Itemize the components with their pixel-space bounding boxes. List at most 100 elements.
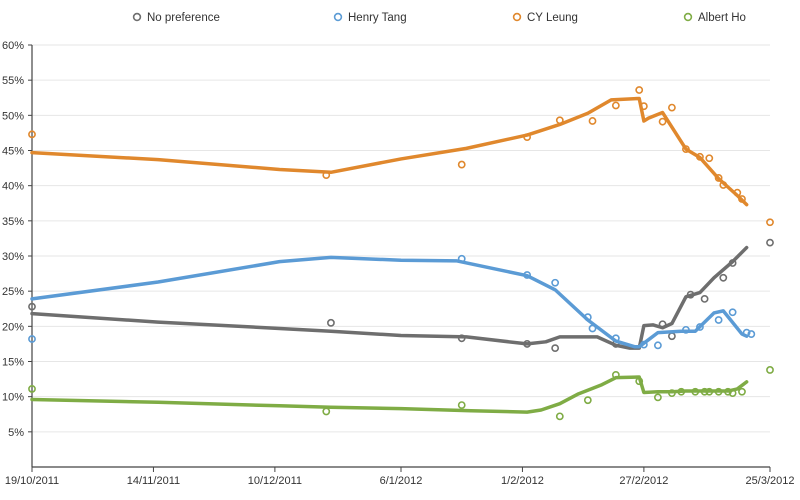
x-tick-label: 14/11/2011: [127, 475, 180, 487]
data-point: [733, 188, 742, 197]
series-line-cy-leung: [30, 96, 749, 207]
data-point: [457, 401, 466, 410]
data-point: [588, 117, 597, 125]
data-point: [719, 273, 728, 282]
data-point: [668, 389, 676, 398]
data-point: [588, 324, 597, 333]
data-point: [635, 377, 644, 386]
x-tick-label: 6/1/2012: [380, 475, 423, 487]
y-tick-label: 20%: [2, 321, 24, 333]
series-points-henry-tang: [28, 254, 756, 350]
x-tick-label: 27/2/2012: [619, 475, 668, 487]
y-tick-label: 55%: [2, 75, 24, 87]
y-tick-label: 60%: [2, 40, 24, 52]
legend-item-no-preference: No preference: [132, 12, 220, 24]
data-point: [28, 385, 36, 393]
data-point: [457, 254, 466, 263]
y-axis-labels: 5% 10% 15% 20% 25% 30% 35% 40% 45% 50% 55% 60%: [2, 40, 24, 439]
data-point: [682, 325, 690, 334]
series-line-no-preference: [30, 245, 749, 350]
data-point: [523, 340, 532, 348]
legend-marker-cy-leung: [512, 12, 522, 22]
legend-item-cy-leung: CY Leung: [512, 12, 578, 24]
legend-label: CY Leung: [527, 12, 578, 24]
legend-marker-no-preference: [132, 12, 142, 22]
data-point: [523, 271, 532, 279]
y-tick-label: 35%: [2, 216, 24, 228]
y-tick-label: 50%: [2, 110, 24, 122]
data-point: [714, 316, 723, 324]
legend-item-henry-tang: Henry Tang: [333, 12, 407, 24]
data-point: [639, 102, 648, 111]
data-point: [700, 387, 709, 396]
data-point: [28, 335, 36, 343]
data-point: [766, 218, 774, 227]
data-point: [696, 323, 704, 331]
data-point: [551, 344, 560, 353]
data-point: [658, 117, 667, 126]
data-point: [686, 290, 695, 299]
series-line-henry-tang: [30, 255, 749, 349]
data-point: [551, 278, 560, 287]
y-tick-label: 5%: [8, 427, 24, 439]
legend: No preference Henry Tang CY Leung Albert Ho: [132, 12, 746, 24]
legend-label: Albert Ho: [698, 12, 746, 24]
data-point: [668, 103, 676, 112]
data-point: [653, 341, 662, 350]
series-points-no-preference: [28, 238, 774, 353]
legend-label: No preference: [147, 12, 220, 24]
data-point: [724, 387, 732, 396]
data-point: [28, 130, 36, 139]
data-point: [523, 133, 532, 142]
data-point: [738, 195, 746, 203]
series-points-cy-leung: [28, 86, 774, 227]
data-point: [668, 332, 676, 341]
data-point: [611, 101, 620, 110]
data-point: [714, 387, 723, 396]
y-tick-label: 40%: [2, 181, 24, 193]
data-point: [700, 295, 709, 303]
data-point: [766, 366, 774, 374]
series-line-albert-ho: [30, 375, 749, 414]
data-point: [555, 116, 564, 125]
gridlines: [32, 44, 770, 433]
data-point: [457, 334, 466, 343]
data-point: [719, 181, 728, 189]
data-point: [639, 340, 648, 349]
data-point: [653, 393, 662, 402]
data-point: [457, 160, 466, 169]
data-point: [728, 389, 737, 398]
data-point: [611, 370, 620, 379]
y-tick-label: 45%: [2, 146, 24, 158]
y-tick-label: 25%: [2, 286, 24, 298]
data-point: [714, 174, 723, 182]
data-point: [728, 259, 737, 267]
data-point: [705, 387, 714, 396]
data-point: [28, 302, 36, 311]
data-point: [555, 412, 564, 421]
data-point: [696, 152, 704, 161]
data-point: [583, 313, 592, 322]
data-point: [747, 330, 756, 338]
data-point: [728, 308, 737, 317]
legend-marker-albert-ho: [683, 12, 693, 22]
data-point: [742, 328, 751, 337]
y-tick-label: 15%: [2, 357, 24, 369]
data-point: [322, 407, 331, 416]
data-point: [327, 318, 335, 327]
x-axis-labels: 19/10/2011 14/11/2011 10/12/2011 6/1/2012 1/…: [5, 475, 795, 487]
data-point: [691, 387, 700, 396]
legend-item-albert-ho: Albert Ho: [683, 12, 746, 24]
x-tick-label: 25/3/2012: [746, 475, 795, 487]
y-tick-label: 10%: [2, 392, 24, 404]
data-point: [322, 171, 331, 180]
x-tick-label: 10/12/2011: [248, 475, 302, 487]
y-tick-label: 30%: [2, 251, 24, 263]
data-point: [658, 320, 667, 329]
x-tick-label: 19/10/2011: [5, 475, 59, 487]
data-point: [682, 145, 690, 153]
data-point: [583, 396, 592, 405]
data-point: [677, 387, 686, 396]
